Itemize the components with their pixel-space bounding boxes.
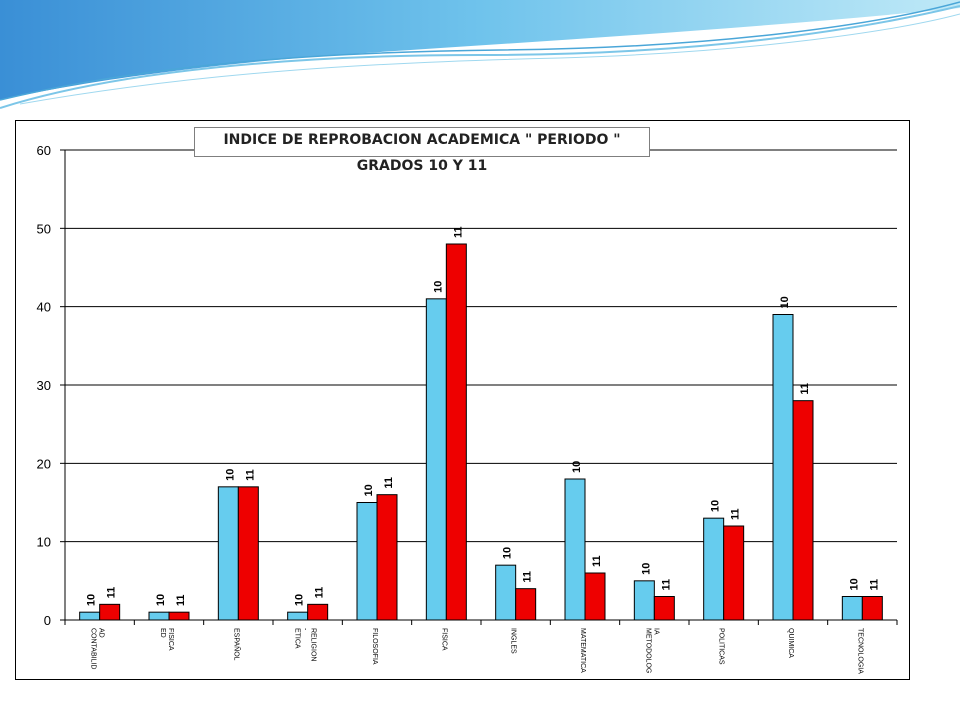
x-tick-label: TECNOLOGIA [856,628,863,674]
data-label: 11 [452,226,464,238]
data-label: 10 [155,594,167,606]
data-label: 11 [244,469,256,481]
x-tick-label: FISICA [440,628,447,651]
data-label: 10 [571,461,583,473]
x-tick-label: ETICA [294,628,301,649]
bar [772,314,794,621]
data-label: 10 [640,563,652,575]
x-tick-label: ESPAÑOL [232,628,241,661]
bar [703,517,725,621]
x-tick-label: MATEMATICA [579,628,586,673]
data-label: 10 [363,484,375,496]
y-tick-label: 0 [44,613,51,628]
x-tick-label: CONTABILID [90,628,97,670]
data-label: 11 [868,579,880,591]
bar [425,298,447,621]
bar [633,580,655,621]
y-tick-label: 10 [37,535,51,550]
x-tick-label: INGLES [510,628,517,654]
decorative-wave-banner [0,0,960,109]
data-label: 10 [710,500,722,512]
x-tick-label: ED [159,628,166,638]
data-label: 10 [779,296,791,308]
bar [515,588,537,621]
bar [792,400,814,621]
bar [148,611,170,621]
bar [307,603,329,621]
data-label: 11 [314,587,326,599]
data-label: 10 [502,547,514,559]
bar [564,478,586,621]
bar [376,494,398,621]
bar [79,611,101,621]
x-tick-label: FISICA [167,628,174,651]
bar [653,596,675,621]
data-label: 11 [522,571,534,583]
bar [237,486,259,621]
data-label: 10 [432,281,444,293]
data-label: 10 [294,594,306,606]
y-tick-label: 30 [37,378,51,393]
bar [861,596,883,621]
bar [99,603,121,621]
data-label: 11 [383,477,395,489]
x-tick-label: FILOSOFIA [371,628,378,665]
bar [445,243,467,621]
bar [287,611,309,621]
data-label: 10 [86,594,98,606]
x-tick-label: QUIMICA [787,628,794,658]
bar [584,572,606,621]
data-label: 11 [730,508,742,520]
data-label: 10 [224,469,236,481]
x-tick-label: POLITICAS [718,628,725,665]
chart-subtitle: GRADOS 10 Y 11 [356,158,488,174]
x-tick-label: - [302,628,309,631]
y-tick-label: 40 [37,300,51,315]
x-tick-label: AD [98,628,105,638]
data-label: 11 [175,595,187,607]
bar [723,525,745,621]
bar [356,502,378,621]
data-label: 11 [591,555,603,567]
x-tick-label: RELIGION [310,628,317,661]
y-tick-label: 20 [37,456,51,471]
chart-title: INDICE DE REPROBACION ACADEMICA " PERIOD… [223,132,621,148]
bar [495,564,517,621]
x-tick-label: IA [652,628,659,635]
data-label: 11 [799,383,811,395]
chart-title-box [194,127,650,157]
data-label: 11 [106,587,118,599]
data-label: 11 [660,579,672,591]
bar [168,611,190,621]
bar [841,596,863,621]
bar [217,486,239,621]
y-tick-label: 50 [37,221,51,236]
y-tick-label: 60 [37,143,51,158]
x-tick-label: METODOLOG [644,628,651,673]
data-label: 10 [848,578,860,590]
